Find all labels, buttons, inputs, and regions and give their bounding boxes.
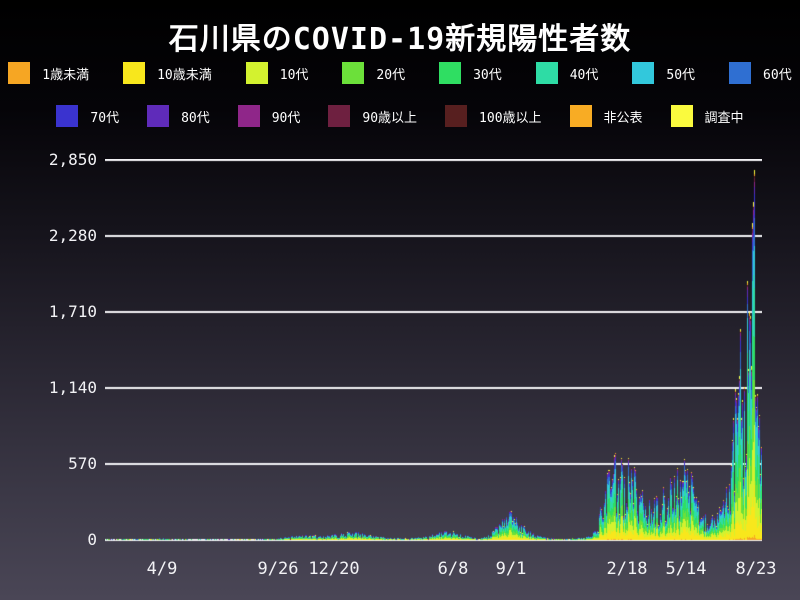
y-axis-tick-2850: 2,850 bbox=[48, 150, 97, 169]
y-axis-tick-1710: 1,710 bbox=[48, 302, 97, 321]
legend-label: 調査中 bbox=[704, 110, 744, 126]
x-axis-tick-2: 9/26 bbox=[257, 559, 299, 579]
legend-swatch-icon bbox=[147, 105, 170, 127]
legend-swatch-icon bbox=[729, 62, 752, 84]
legend-swatch-icon bbox=[569, 105, 592, 127]
legend-item-age-60s: 60代 bbox=[729, 62, 792, 84]
legend-label: 60代 bbox=[763, 67, 792, 83]
legend-label: 50代 bbox=[666, 67, 696, 83]
x-axis-tick-7: 5/14 bbox=[665, 559, 707, 579]
legend-swatch-icon bbox=[535, 62, 558, 84]
legend-item-age-70s: 70代 bbox=[56, 105, 119, 127]
y-axis-tick-1140: 1,140 bbox=[48, 378, 97, 397]
x-axis-tick-6: 2/18 bbox=[606, 559, 648, 579]
legend-swatch-icon bbox=[237, 105, 260, 127]
legend-item-age-under1: 1歳未満 bbox=[8, 62, 89, 84]
legend-label: 100歳以上 bbox=[479, 110, 542, 126]
legend-swatch-icon bbox=[56, 105, 79, 127]
legend-item-age-over100: 100歳以上 bbox=[445, 105, 542, 127]
legend-label: 70代 bbox=[90, 110, 120, 126]
legend-item-age-30s: 30代 bbox=[439, 62, 502, 84]
page-title: 石川県のCOVID-19新規陽性者数 bbox=[168, 22, 632, 57]
legend-swatch-icon bbox=[328, 105, 351, 127]
y-axis-tick-570: 570 bbox=[68, 454, 97, 473]
legend-label: 10歳未満 bbox=[157, 67, 212, 83]
legend-label: 20代 bbox=[376, 67, 406, 83]
legend-item-age-80s: 80代 bbox=[147, 105, 210, 127]
legend-item-age-50s: 50代 bbox=[632, 62, 695, 84]
legend-item-age-20s: 20代 bbox=[342, 62, 405, 84]
legend-swatch-icon bbox=[8, 62, 31, 84]
legend-label: 90歳以上 bbox=[362, 110, 418, 126]
legend-swatch-icon bbox=[632, 62, 655, 84]
legend-item-age-under10: 10歳未満 bbox=[123, 62, 212, 84]
legend-swatch-icon bbox=[123, 62, 146, 84]
x-axis-tick-4: 6/8 bbox=[437, 559, 469, 579]
y-axis-tick-2280: 2,280 bbox=[48, 226, 97, 245]
legend-item-investigating: 調査中 bbox=[670, 105, 744, 127]
legend-row-2: 70代 80代 90代 90歳以上 100歳以上 非公表 調査中 bbox=[0, 105, 800, 127]
legend-label: 1歳未満 bbox=[42, 67, 90, 83]
legend-swatch-icon bbox=[445, 105, 468, 127]
y-axis-tick-0: 0 bbox=[87, 530, 97, 549]
x-axis-tick-3: 12/20 bbox=[308, 559, 360, 579]
legend-item-undisclosed: 非公表 bbox=[569, 105, 643, 127]
legend-swatch-icon bbox=[245, 62, 268, 84]
legend-label: 90代 bbox=[271, 110, 301, 126]
legend-swatch-icon bbox=[342, 62, 365, 84]
legend-label: 40代 bbox=[569, 67, 599, 83]
x-axis-tick-1: 4/9 bbox=[146, 559, 178, 579]
x-axis-tick-8: 8/23 bbox=[735, 559, 777, 579]
legend-label: 10代 bbox=[279, 67, 309, 83]
legend-swatch-icon bbox=[439, 62, 462, 84]
legend-item-age-over90: 90歳以上 bbox=[328, 105, 417, 127]
legend-label: 非公表 bbox=[603, 110, 643, 126]
legend-swatch-icon bbox=[670, 105, 693, 127]
stacked-bar-chart-canvas bbox=[105, 159, 762, 542]
legend-item-age-10s: 10代 bbox=[245, 62, 309, 84]
legend-item-age-40s: 40代 bbox=[535, 62, 599, 84]
legend-row-1: 1歳未満 10歳未満 10代 20代 30代 40代 50代 60代 bbox=[0, 62, 800, 84]
x-axis-tick-5: 9/1 bbox=[495, 559, 527, 579]
legend-label: 30代 bbox=[473, 67, 502, 83]
legend-label: 80代 bbox=[181, 110, 210, 126]
legend-item-age-90s: 90代 bbox=[237, 105, 301, 127]
